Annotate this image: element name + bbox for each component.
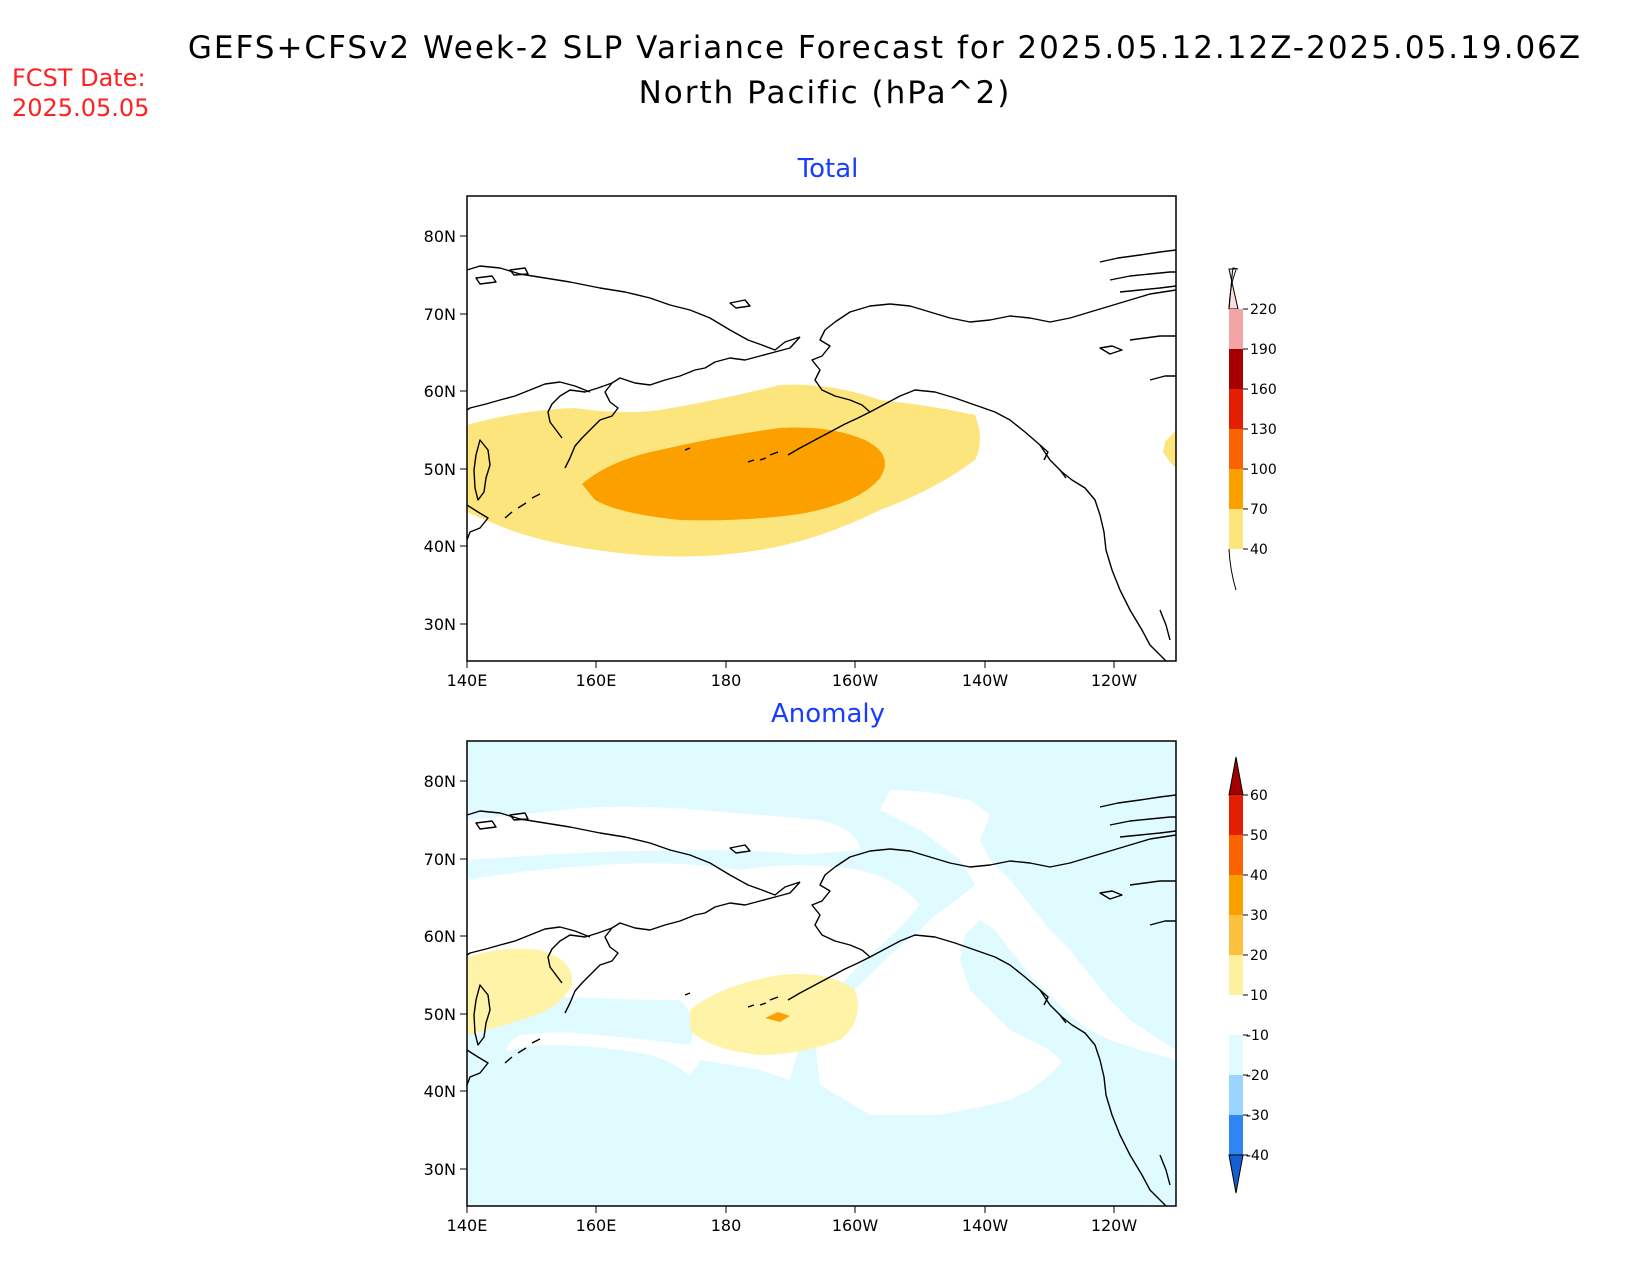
lon-tick: 160E bbox=[576, 671, 617, 690]
total-contour-70 bbox=[582, 427, 885, 521]
colorbar-label: 10 bbox=[1250, 988, 1268, 1004]
colorbar-label: 50 bbox=[1250, 828, 1268, 844]
anomaly-colorbar-bottom-arrow bbox=[1228, 1154, 1244, 1194]
lat-tick: 30N bbox=[424, 1160, 456, 1179]
anomaly-colorbar-swatch bbox=[1229, 915, 1243, 955]
anomaly-colorbar-swatch bbox=[1229, 835, 1243, 875]
lat-tick: 80N bbox=[424, 227, 456, 246]
anomaly-positive-core bbox=[765, 1012, 790, 1022]
anomaly-neutral-pacific bbox=[467, 863, 920, 1100]
lon-tick: 120W bbox=[1091, 1216, 1138, 1235]
lat-tick: 40N bbox=[424, 1082, 456, 1101]
anomaly-neutral-north bbox=[467, 806, 860, 860]
total-lat-axis: 80N 70N 60N 50N 40N 30N bbox=[424, 227, 467, 634]
total-colorbar-swatch bbox=[1229, 389, 1243, 429]
lat-tick: 30N bbox=[424, 615, 456, 634]
anomaly-colorbar-top-arrow bbox=[1228, 756, 1244, 796]
colorbar-label: 70 bbox=[1250, 502, 1268, 518]
anomaly-colorbar-swatch bbox=[1229, 1075, 1243, 1115]
lat-tick: 70N bbox=[424, 305, 456, 324]
lon-tick: 140W bbox=[962, 1216, 1009, 1235]
colorbar-label: 160 bbox=[1250, 382, 1277, 398]
colorbar-label: -20 bbox=[1246, 1068, 1269, 1084]
colorbar-label: 220 bbox=[1250, 302, 1277, 318]
colorbar-label: 40 bbox=[1250, 542, 1268, 558]
total-lon-axis: 140E 160E 180 160W 140W 120W bbox=[447, 661, 1138, 690]
anomaly-map-frame bbox=[466, 740, 1177, 1207]
lon-tick: 180 bbox=[711, 1216, 742, 1235]
lon-tick: 160W bbox=[832, 671, 879, 690]
panel-title-total: Total bbox=[797, 154, 859, 184]
total-map-frame bbox=[466, 195, 1177, 662]
lon-tick: 160W bbox=[832, 1216, 879, 1235]
anomaly-colorbar-swatch bbox=[1229, 995, 1243, 1035]
chart-subtitle: North Pacific (hPa^2) bbox=[638, 75, 1012, 111]
lon-tick: 160E bbox=[576, 1216, 617, 1235]
anomaly-lat-axis: 80N 70N 60N 50N 40N 30N bbox=[424, 772, 467, 1179]
anomaly-colorbar-swatch bbox=[1229, 955, 1243, 995]
lon-tick: 140W bbox=[962, 671, 1009, 690]
colorbar-label: 130 bbox=[1250, 422, 1277, 438]
total-colorbar-swatch bbox=[1229, 309, 1243, 349]
colorbar-label: 40 bbox=[1250, 868, 1268, 884]
colorbar-label: 100 bbox=[1250, 462, 1277, 478]
total-colorbar-swatch bbox=[1229, 349, 1243, 389]
anomaly-positive-okhotsk bbox=[467, 948, 573, 1035]
colorbar-label: 30 bbox=[1250, 908, 1268, 924]
total-map bbox=[467, 196, 1176, 661]
panel-title-anomaly: Anomaly bbox=[771, 699, 885, 729]
forecast-date-label: FCST Date: bbox=[12, 64, 146, 92]
lon-tick: 140E bbox=[447, 1216, 488, 1235]
lon-tick: 120W bbox=[1091, 671, 1138, 690]
lat-tick: 80N bbox=[424, 772, 456, 791]
anomaly-colorbar-swatch bbox=[1229, 1115, 1243, 1155]
colorbar-label: -40 bbox=[1246, 1148, 1269, 1164]
anomaly-map bbox=[467, 741, 1176, 1206]
anomaly-lon-axis: 140E 160E 180 160W 140W 120W bbox=[447, 1206, 1138, 1235]
lat-tick: 60N bbox=[424, 927, 456, 946]
lat-tick: 60N bbox=[424, 382, 456, 401]
colorbar-label: 60 bbox=[1250, 788, 1268, 804]
lat-tick: 70N bbox=[424, 850, 456, 869]
total-contour-40-east bbox=[1163, 430, 1176, 468]
anomaly-colorbar-swatch bbox=[1229, 1035, 1243, 1075]
lat-tick: 40N bbox=[424, 537, 456, 556]
total-colorbar-swatch bbox=[1229, 429, 1243, 469]
total-colorbar-swatch bbox=[1229, 469, 1243, 509]
total-colorbar-swatch bbox=[1229, 509, 1243, 549]
forecast-date-value: 2025.05.05 bbox=[12, 94, 150, 122]
anomaly-colorbar: 60 50 40 30 20 10 -10 -20 -30 -40 bbox=[1228, 756, 1269, 1194]
chart-title: GEFS+CFSv2 Week-2 SLP Variance Forecast … bbox=[187, 30, 1583, 66]
anomaly-colorbar-swatch bbox=[1229, 795, 1243, 835]
colorbar-label: 20 bbox=[1250, 948, 1268, 964]
colorbar-label: -30 bbox=[1246, 1108, 1269, 1124]
lat-tick: 50N bbox=[424, 460, 456, 479]
total-colorbar-top-arrow bbox=[1228, 267, 1239, 310]
anomaly-colorbar-swatch bbox=[1229, 875, 1243, 915]
lon-tick: 140E bbox=[447, 671, 488, 690]
colorbar-label: 190 bbox=[1250, 342, 1277, 358]
lat-tick: 50N bbox=[424, 1005, 456, 1024]
colorbar-label: -10 bbox=[1246, 1028, 1269, 1044]
total-colorbar-bottom-arrow bbox=[1228, 548, 1237, 591]
total-colorbar: 220 190 160 130 100 70 40 bbox=[1228, 267, 1277, 591]
anomaly-negative-south-west bbox=[467, 1045, 696, 1170]
lon-tick: 180 bbox=[711, 671, 742, 690]
